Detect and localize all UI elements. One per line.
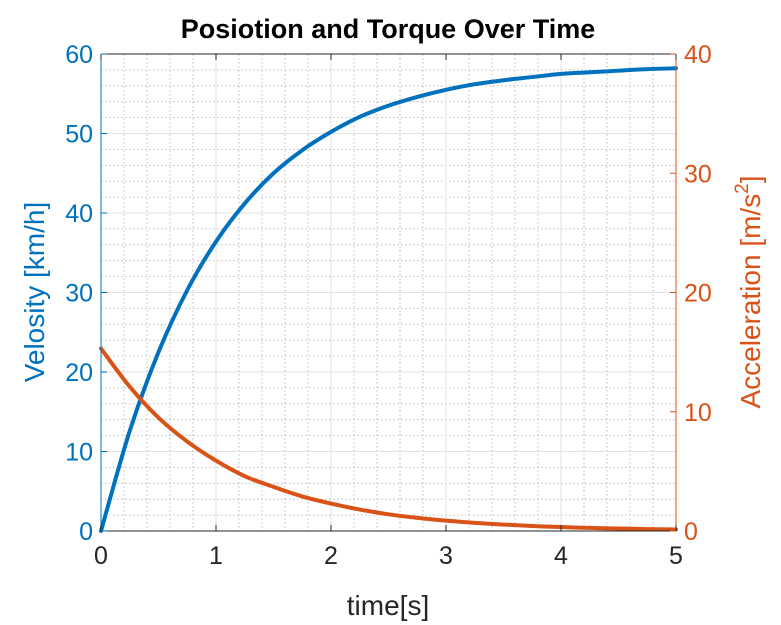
x-tick-label: 1 (209, 542, 223, 570)
right-y-tick-label: 20 (684, 280, 712, 308)
x-tick-label: 5 (669, 542, 683, 570)
left-y-tick-label: 50 (65, 121, 93, 149)
left-y-axis-label: Velosity [km/h] (19, 202, 50, 383)
left-y-tick-label: 20 (65, 359, 93, 387)
right-y-tick-label: 10 (684, 399, 712, 427)
x-tick-label: 3 (439, 542, 453, 570)
x-axis-label: time[s] (347, 590, 429, 621)
right-y-axis-label-superscript: 2 (732, 183, 753, 194)
left-y-tick-label: 40 (65, 200, 93, 228)
chart-title: Posiotion and Torque Over Time (181, 14, 596, 44)
x-tick-label: 0 (94, 542, 108, 570)
left-y-tick-label: 30 (65, 280, 93, 308)
acceleration-series-line (99, 346, 678, 532)
left-y-tick-label: 60 (65, 41, 93, 69)
left-y-tick-label: 10 (65, 439, 93, 467)
right-y-tick-label: 0 (684, 518, 698, 546)
left-y-tick-label: 0 (79, 518, 93, 546)
velocity-series-line (99, 66, 678, 533)
right-y-tick-label: 30 (684, 160, 712, 188)
series-layer (99, 66, 678, 533)
right-y-axis-label-text: Acceleration [m/s (735, 194, 766, 409)
right-y-axis-label-suffix: ] (735, 175, 766, 183)
x-tick-label: 4 (554, 542, 568, 570)
x-tick-label: 2 (324, 542, 338, 570)
right-y-axis-label: Acceleration [m/s2] (732, 175, 766, 408)
right-y-tick-label: 40 (684, 41, 712, 69)
